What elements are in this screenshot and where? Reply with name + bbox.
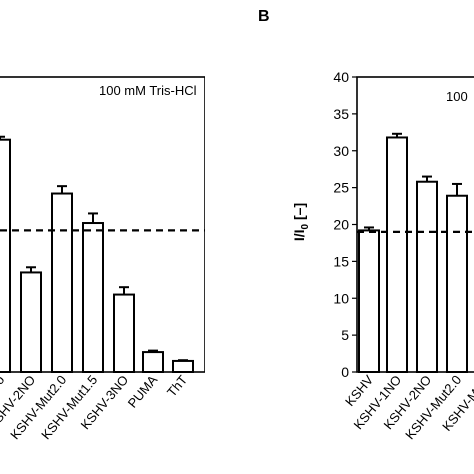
y-tick-label: 10 bbox=[333, 290, 349, 306]
y-tick-label: 35 bbox=[333, 106, 349, 122]
bar bbox=[446, 194, 468, 373]
annotation-a: 100 mM Tris-HCl bbox=[99, 83, 197, 98]
bar bbox=[142, 351, 164, 373]
y-axis-label-sub: 0 bbox=[300, 223, 311, 229]
y-tick-label: 30 bbox=[333, 143, 349, 159]
bar bbox=[172, 359, 194, 373]
y-axis-label-tail: [–] bbox=[291, 203, 307, 224]
y-tick-label: 20 bbox=[333, 217, 349, 233]
y-tick-label: 5 bbox=[341, 327, 349, 343]
panel-label-b: B bbox=[258, 8, 270, 25]
panel-a: 100 mM Tris-HCloKSHV-2NOKSHV-Mut2.0KSHV-… bbox=[0, 76, 205, 442]
bar bbox=[358, 229, 380, 373]
y-tick-label: 15 bbox=[333, 253, 349, 269]
bar bbox=[0, 138, 11, 373]
bar bbox=[113, 293, 135, 373]
x-tick-label-a: o bbox=[0, 372, 7, 387]
y-tick-label: 40 bbox=[333, 69, 349, 85]
y-tick-label: 0 bbox=[341, 364, 349, 380]
bar bbox=[386, 136, 408, 373]
y-axis-label: I/I0 [–] bbox=[291, 203, 311, 241]
bar bbox=[20, 271, 42, 373]
y-axis-label-main: I/I bbox=[291, 229, 307, 241]
x-tick-label-a: ThT bbox=[164, 372, 190, 399]
bar bbox=[51, 192, 73, 373]
annotation-b: 100 bbox=[446, 89, 468, 104]
bar bbox=[82, 222, 104, 373]
bar bbox=[416, 180, 438, 373]
y-tick-label: 25 bbox=[333, 180, 349, 196]
x-tick-label-a: PUMA bbox=[125, 372, 161, 411]
